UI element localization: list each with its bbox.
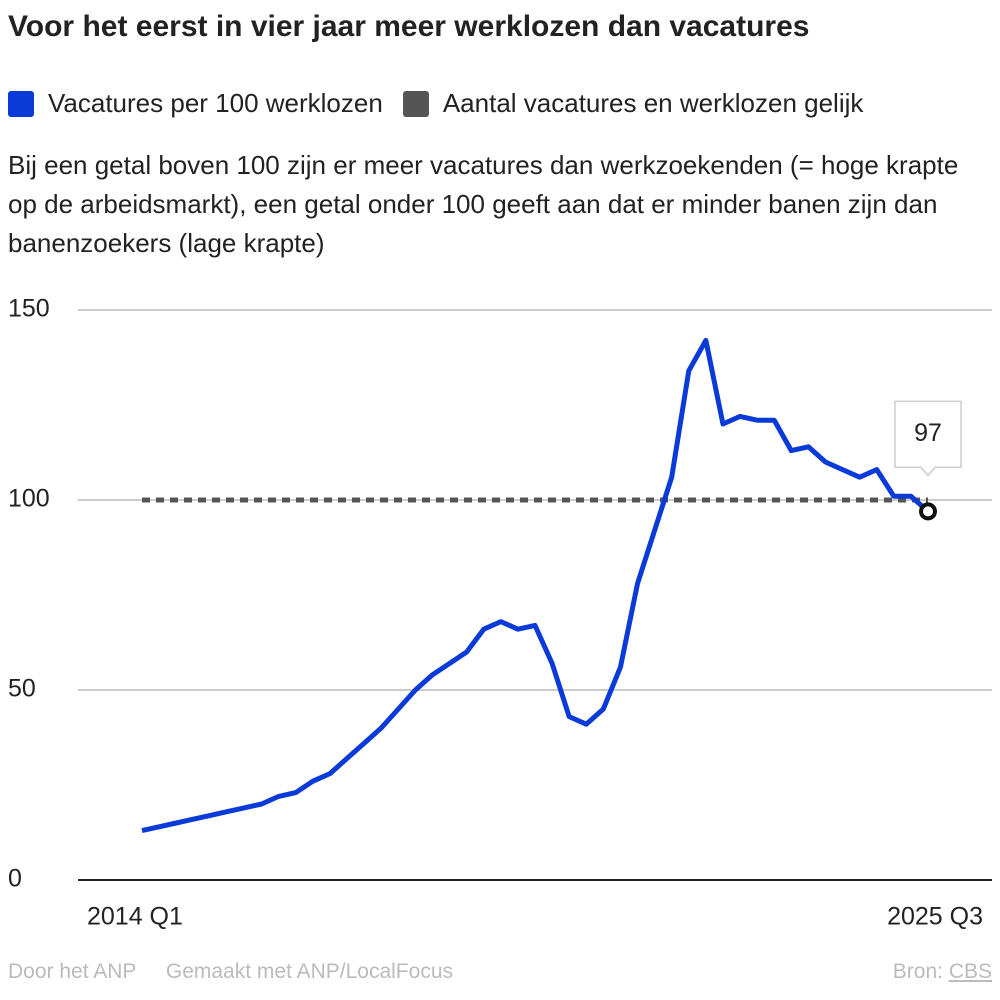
- source: Bron: CBS: [893, 960, 992, 984]
- footer: Door het ANP Gemaakt met ANP/LocalFocus …: [8, 960, 992, 984]
- legend-swatch: [8, 90, 34, 117]
- chart-subtitle: Bij een getal boven 100 zijn er meer vac…: [8, 150, 959, 258]
- source-label: Bron:: [892, 960, 943, 983]
- legend-label: Aantal vacatures en werklozen gelijk: [442, 88, 864, 118]
- x-tick-label: 2014 Q1: [87, 903, 183, 931]
- credit: Door het ANP: [8, 960, 137, 983]
- chart: 0 50 100 150 2014 Q1 2025 Q3 97: [8, 295, 992, 931]
- chart-title: Voor het eerst in vier jaar meer werkloz…: [8, 10, 810, 43]
- y-tick-label: 100: [8, 485, 50, 513]
- legend-swatch: [402, 90, 429, 117]
- end-marker: [919, 502, 937, 521]
- legend-item: Vacatures per 100 werklozen: [8, 88, 383, 119]
- y-tick-label: 0: [8, 865, 22, 893]
- data-label: 97: [914, 419, 942, 447]
- series-line: [141, 337, 930, 834]
- y-tick-label: 150: [8, 295, 50, 323]
- legend: Vacatures per 100 werklozen Aantal vacatu…: [8, 88, 883, 119]
- data-label-box: [894, 400, 962, 477]
- made-with: Gemaakt met ANP/LocalFocus: [165, 960, 453, 983]
- x-tick-label: 2025 Q3: [887, 903, 983, 931]
- legend-item: Aantal vacatures en werklozen gelijk: [402, 88, 864, 119]
- source-link[interactable]: CBS: [948, 960, 992, 983]
- y-tick-label: 50: [8, 675, 36, 703]
- legend-label: Vacatures per 100 werklozen: [48, 88, 383, 118]
